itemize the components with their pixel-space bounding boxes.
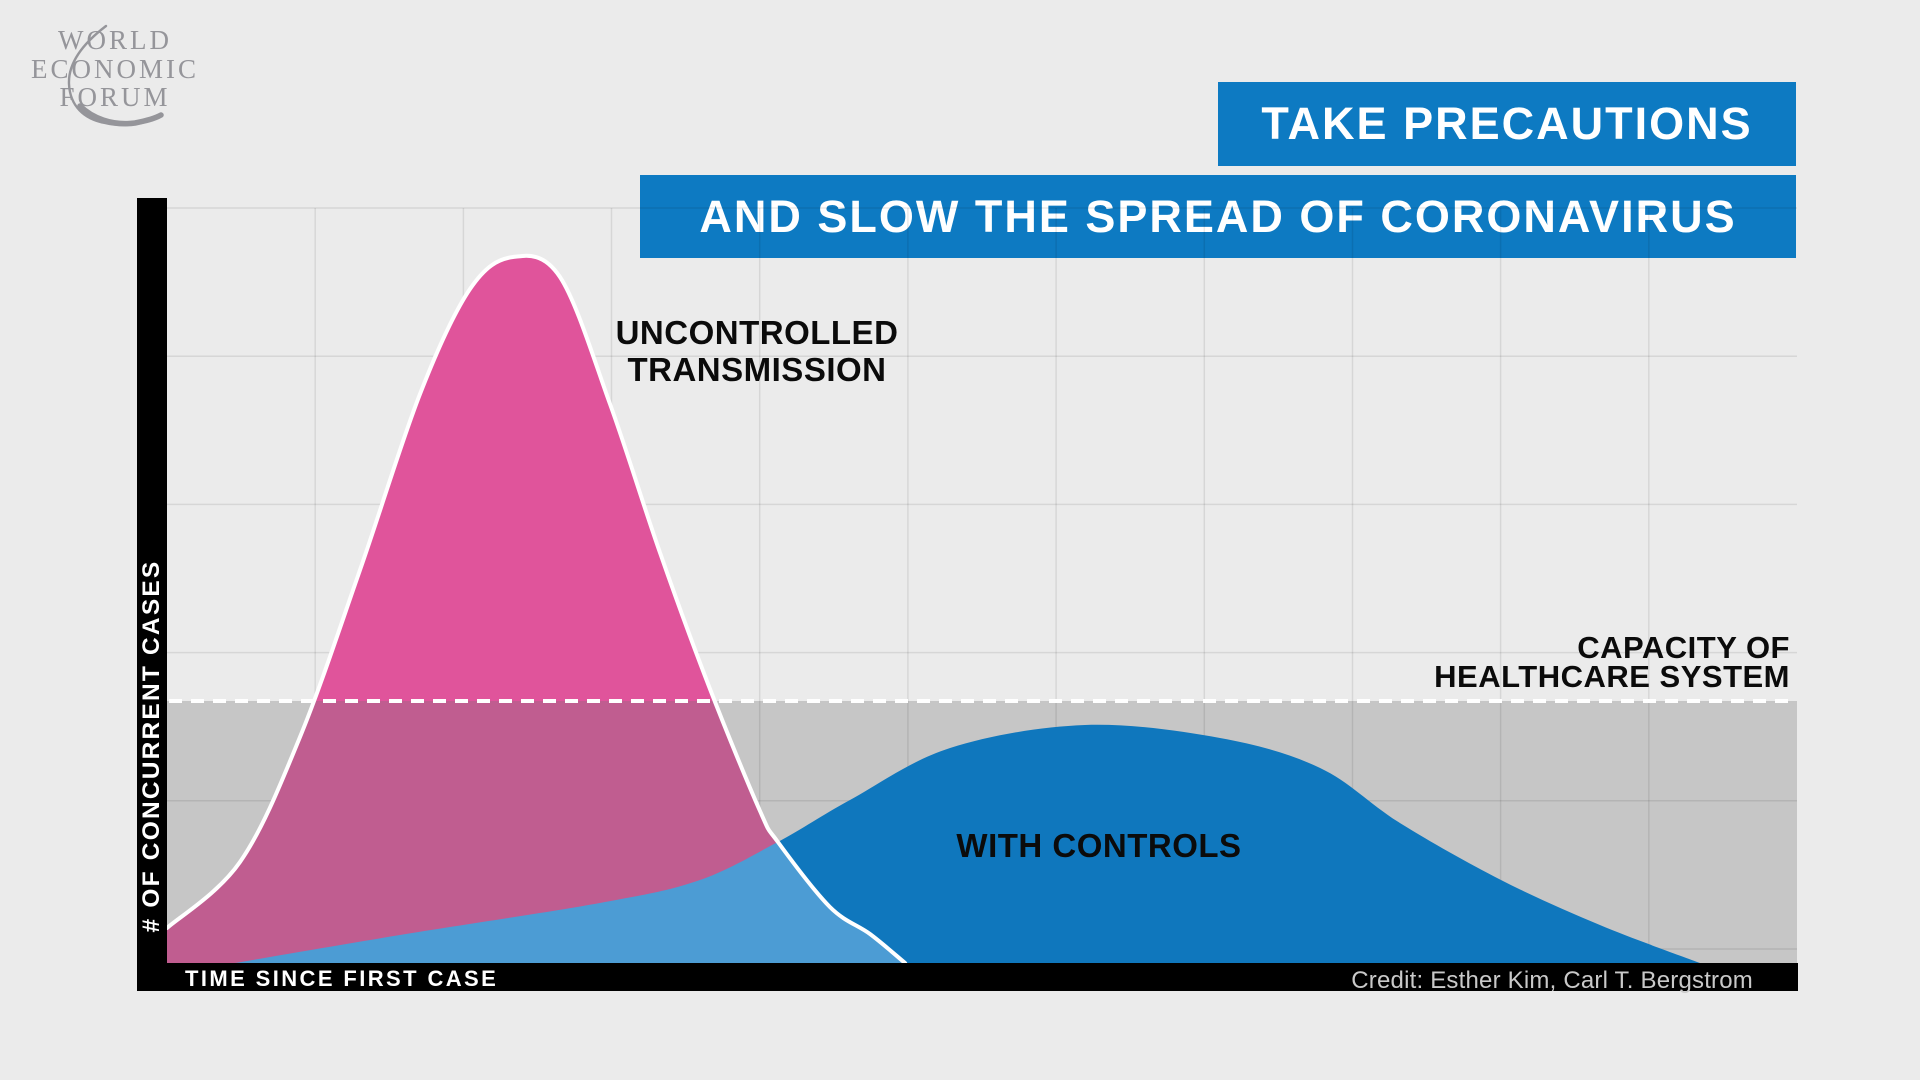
y-axis-label: # OF CONCURRENT CASES [138, 559, 165, 933]
uncontrolled-curve-white-outline [165, 253, 908, 965]
uncontrolled-area-above-capacity [314, 255, 715, 701]
with-controls-label: WITH CONTROLS [956, 827, 1242, 864]
headline-banner-bottom: AND SLOW THE SPREAD OF CORONAVIRUS [640, 175, 1796, 258]
capacity-label-line1: CAPACITY OF [1577, 630, 1790, 665]
x-axis-label: TIME SINCE FIRST CASE [185, 966, 499, 991]
x-axis-bar [137, 963, 1798, 991]
headline-banner-top: TAKE PRECAUTIONS [1218, 82, 1796, 166]
y-axis-bar [137, 198, 167, 991]
headline-text-top: TAKE PRECAUTIONS [1261, 98, 1753, 149]
curves-overlap-area [235, 842, 906, 963]
capacity-label-line2: HEALTHCARE SYSTEM [1434, 659, 1790, 694]
headline-text-bottom: AND SLOW THE SPREAD OF CORONAVIRUS [699, 190, 1737, 242]
credit-text: Credit: Esther Kim, Carl T. Bergstrom [1351, 967, 1753, 994]
uncontrolled-transmission-label: UNCONTROLLED TRANSMISSION [507, 314, 1007, 388]
uncontrolled-label-line1: UNCONTROLLED [615, 314, 899, 351]
uncontrolled-label-line2: TRANSMISSION [627, 351, 887, 388]
capacity-label: CAPACITY OF HEALTHCARE SYSTEM [1190, 630, 1790, 694]
